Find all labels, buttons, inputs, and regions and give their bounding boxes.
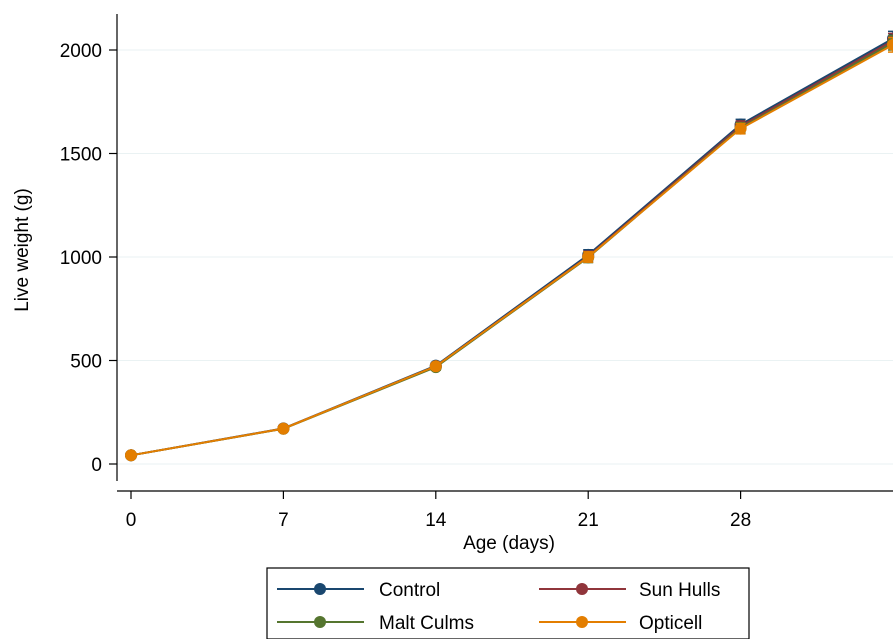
legend-entry-malt-culms: Malt Culms (277, 613, 474, 634)
error-bar-opticell (888, 36, 893, 53)
series-sun-hulls (125, 32, 893, 462)
legend-marker-sun-hulls (576, 583, 588, 595)
y-tick-label: 2000 (60, 41, 102, 62)
data-point-opticell (734, 122, 747, 135)
x-ticks: 0 7 14 21 28 (126, 491, 751, 531)
legend-box (266, 567, 750, 639)
data-point-opticell (125, 449, 137, 462)
x-tick-label: 14 (425, 510, 447, 531)
error-bar-malt-culms (888, 34, 893, 51)
legend-entry-control: Control (277, 580, 440, 601)
data-point-opticell (887, 38, 893, 51)
series-opticell (125, 36, 893, 462)
x-tick-label: 7 (278, 510, 289, 531)
legend-marker-opticell (576, 616, 588, 628)
y-tick-label: 1000 (60, 248, 102, 269)
y-tick-label: 500 (70, 352, 102, 373)
legend-marker-control (314, 583, 326, 595)
data-point-opticell (277, 422, 290, 435)
legend-entry-opticell: Opticell (539, 613, 702, 634)
x-axis-label: Age (days) (463, 533, 555, 554)
series-line-control (130, 37, 893, 457)
legend-label-sun-hulls: Sun Hulls (639, 580, 720, 601)
y-tick-label: 1500 (60, 145, 102, 166)
y-axis-label: Live weight (g) (12, 188, 33, 312)
data-point-opticell (582, 251, 595, 263)
legend: Control Sun Hulls Malt Culms Opticell (266, 567, 750, 639)
x-tick-label: 0 (126, 510, 137, 531)
y-ticks: 0 500 1000 1500 2000 (60, 41, 117, 476)
legend-label-opticell: Opticell (639, 613, 702, 634)
x-tick-label: 21 (578, 510, 599, 531)
series-control (125, 30, 893, 462)
series-layer (125, 30, 893, 462)
grid-lines (117, 49, 893, 465)
data-point-opticell (429, 360, 442, 373)
series-line-opticell (130, 43, 893, 457)
legend-label-control: Control (379, 580, 440, 601)
x-tick-label: 28 (730, 510, 751, 531)
legend-marker-malt-culms (314, 616, 326, 628)
series-malt-culms (125, 34, 893, 462)
axes (116, 14, 893, 492)
legend-label-malt-culms: Malt Culms (379, 613, 474, 634)
y-tick-label: 0 (91, 455, 102, 476)
legend-entry-sun-hulls: Sun Hulls (539, 580, 720, 601)
